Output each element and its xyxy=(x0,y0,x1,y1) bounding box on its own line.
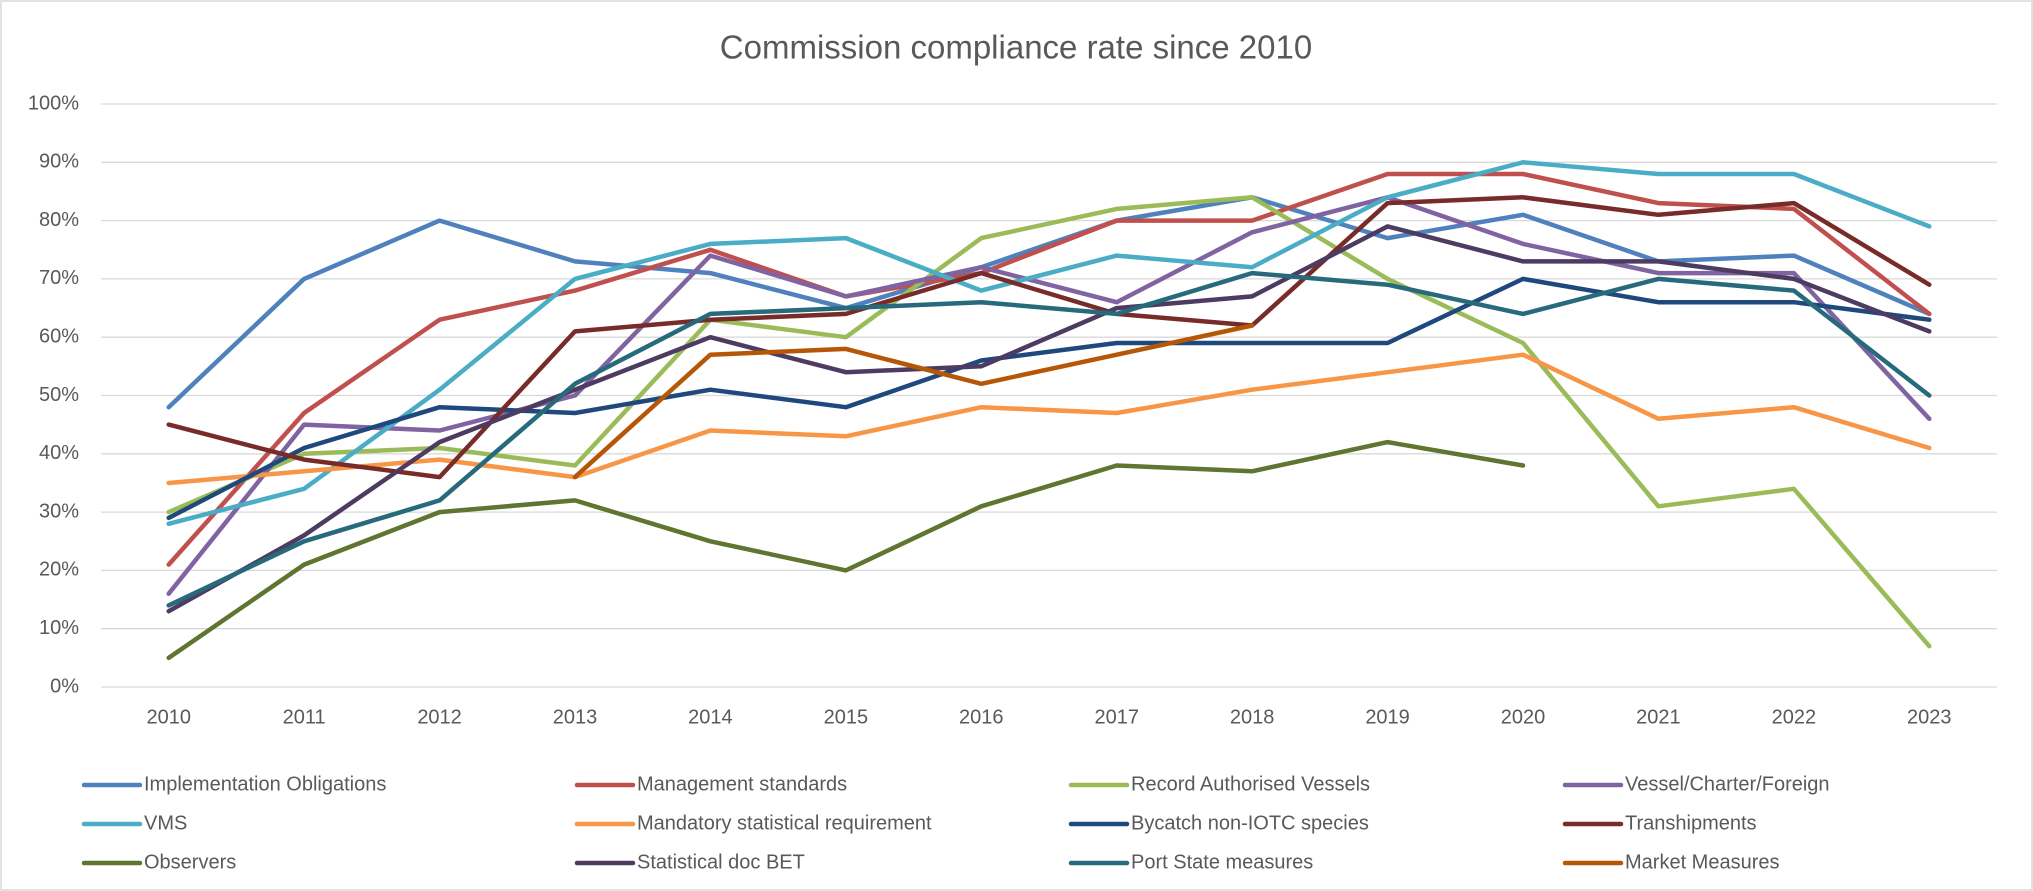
legend-label: Management standards xyxy=(637,773,847,795)
x-tick-label: 2010 xyxy=(146,706,191,728)
legend-label: Bycatch non-IOTC species xyxy=(1131,812,1369,834)
series-line xyxy=(166,352,1932,486)
y-tick-label: 0% xyxy=(50,675,79,697)
legend-label: VMS xyxy=(144,812,187,834)
legend-label: Transhipments xyxy=(1625,812,1757,834)
series-line xyxy=(166,195,1932,410)
y-tick-label: 50% xyxy=(39,384,79,406)
y-tick-label: 60% xyxy=(39,325,79,347)
y-tick-label: 40% xyxy=(39,442,79,464)
x-tick-label: 2011 xyxy=(283,706,326,728)
x-tick-label: 2013 xyxy=(553,706,598,728)
legend-label: Mandatory statistical requirement xyxy=(637,812,932,834)
y-tick-label: 80% xyxy=(39,209,79,231)
x-tick-label: 2017 xyxy=(1094,706,1139,728)
chart-title: Commission compliance rate since 2010 xyxy=(720,29,1312,66)
x-tick-label: 2019 xyxy=(1365,706,1410,728)
series-line xyxy=(166,439,1526,661)
y-tick-label: 30% xyxy=(39,500,79,522)
x-tick-label: 2015 xyxy=(824,706,869,728)
y-tick-label: 20% xyxy=(39,559,79,581)
series-line xyxy=(166,171,1932,567)
legend-label: Vessel/Charter/Foreign xyxy=(1625,773,1830,795)
x-tick-label: 2023 xyxy=(1907,706,1952,728)
x-tick-label: 2022 xyxy=(1772,706,1817,728)
legend-label: Observers xyxy=(144,851,236,873)
y-tick-label: 10% xyxy=(39,617,79,639)
series-line xyxy=(166,160,1932,527)
series-line xyxy=(166,224,1932,614)
x-tick-label: 2012 xyxy=(417,706,462,728)
y-tick-label: 100% xyxy=(28,92,79,114)
x-tick-label: 2021 xyxy=(1636,706,1681,728)
series-line xyxy=(166,195,1932,596)
x-tick-label: 2018 xyxy=(1230,706,1275,728)
legend-label: Statistical doc BET xyxy=(637,851,805,873)
legend-label: Implementation Obligations xyxy=(144,773,386,795)
x-tick-label: 2016 xyxy=(959,706,1004,728)
series-line xyxy=(166,195,1932,480)
series-line xyxy=(166,276,1932,521)
legend-label: Port State measures xyxy=(1131,851,1313,873)
legend-label: Market Measures xyxy=(1625,851,1780,873)
y-tick-label: 70% xyxy=(39,267,79,289)
series-line xyxy=(572,323,1255,480)
x-tick-label: 2020 xyxy=(1501,706,1546,728)
series-line xyxy=(166,270,1932,608)
y-tick-label: 90% xyxy=(39,151,79,173)
legend-label: Record Authorised Vessels xyxy=(1131,773,1370,795)
x-tick-label: 2014 xyxy=(688,706,733,728)
